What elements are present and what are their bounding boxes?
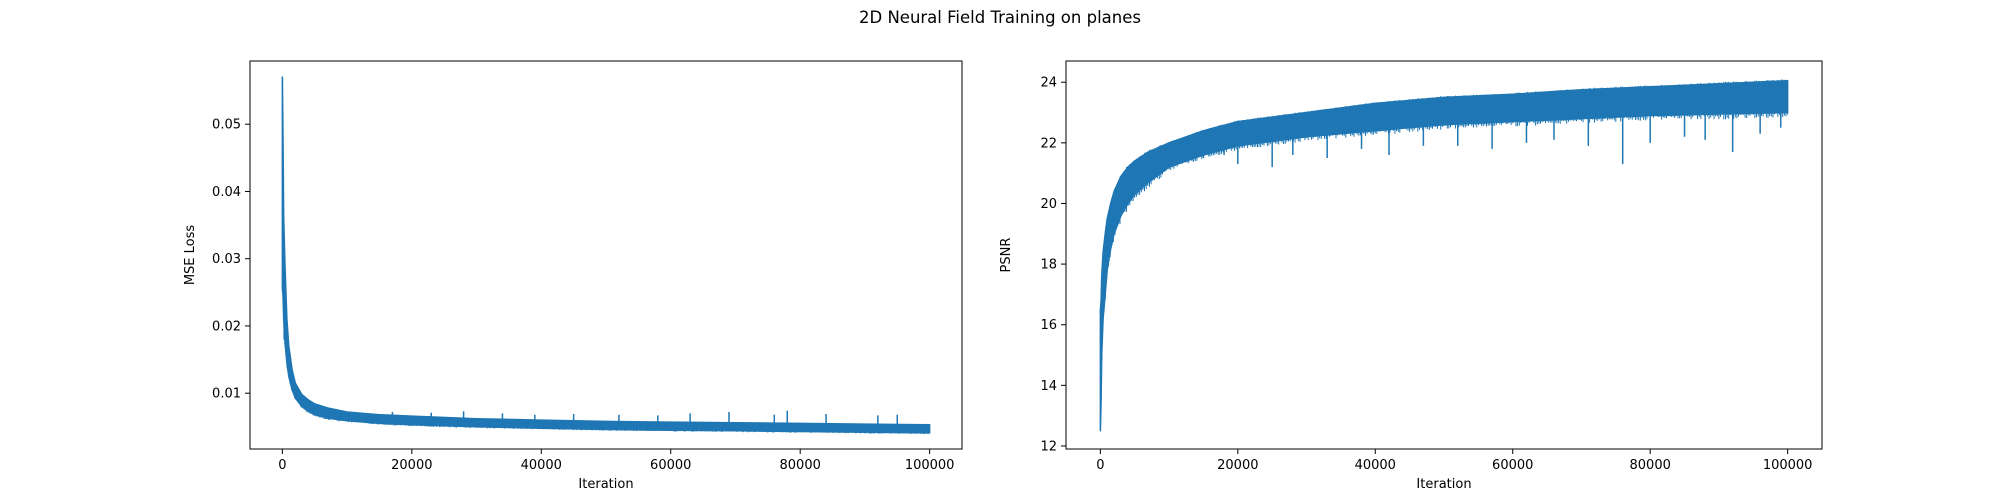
x-tick-label: 40000 — [521, 458, 562, 473]
x-axis-label: Iteration — [578, 477, 633, 492]
y-tick-label: 0.01 — [212, 387, 241, 402]
y-tick-label: 24 — [1040, 76, 1057, 91]
figure-title: 2D Neural Field Training on planes — [859, 8, 1141, 27]
axes-frame — [1065, 60, 1823, 450]
y-tick-label: 0.04 — [212, 185, 241, 200]
chart-2: 0 20000 40000 60000 80000 100000 12 14 16 18 20 22 2… — [999, 60, 1823, 492]
x-tick-label: 100000 — [1763, 458, 1813, 473]
chart-1: 0 20000 40000 60000 80000 100000 0.01 0.02 0.03 0… — [183, 60, 963, 492]
y-tick-label: 0.03 — [212, 252, 241, 267]
x-tick-label: 60000 — [1492, 458, 1533, 473]
x-tick-label: 0 — [1096, 458, 1104, 473]
x-tick-label: 20000 — [1217, 458, 1258, 473]
y-tick-label: 14 — [1040, 379, 1057, 394]
y-tick-label: 18 — [1040, 258, 1057, 273]
x-tick-label: 20000 — [391, 458, 432, 473]
y-tick-label: 0.02 — [212, 319, 241, 334]
y-tick-label: 22 — [1040, 136, 1057, 151]
y-axis-label: PSNR — [999, 238, 1014, 273]
x-tick-label: 100000 — [905, 458, 955, 473]
y-tick-label: 0.05 — [212, 118, 241, 133]
x-tick-label: 80000 — [1630, 458, 1671, 473]
x-axis-label: Iteration — [1416, 477, 1471, 492]
x-tick-label: 0 — [278, 458, 286, 473]
series-band — [281, 76, 931, 434]
series-noise — [1099, 79, 1789, 431]
x-tick-label: 40000 — [1355, 458, 1396, 473]
y-tick-label: 12 — [1040, 439, 1057, 454]
x-tick-label: 80000 — [780, 458, 821, 473]
axes-frame — [249, 60, 963, 450]
y-tick-label: 20 — [1040, 197, 1057, 212]
x-tick-label: 60000 — [650, 458, 691, 473]
y-tick-label: 16 — [1040, 318, 1057, 333]
y-axis-label: MSE Loss — [183, 225, 198, 286]
series-noise — [281, 77, 931, 435]
